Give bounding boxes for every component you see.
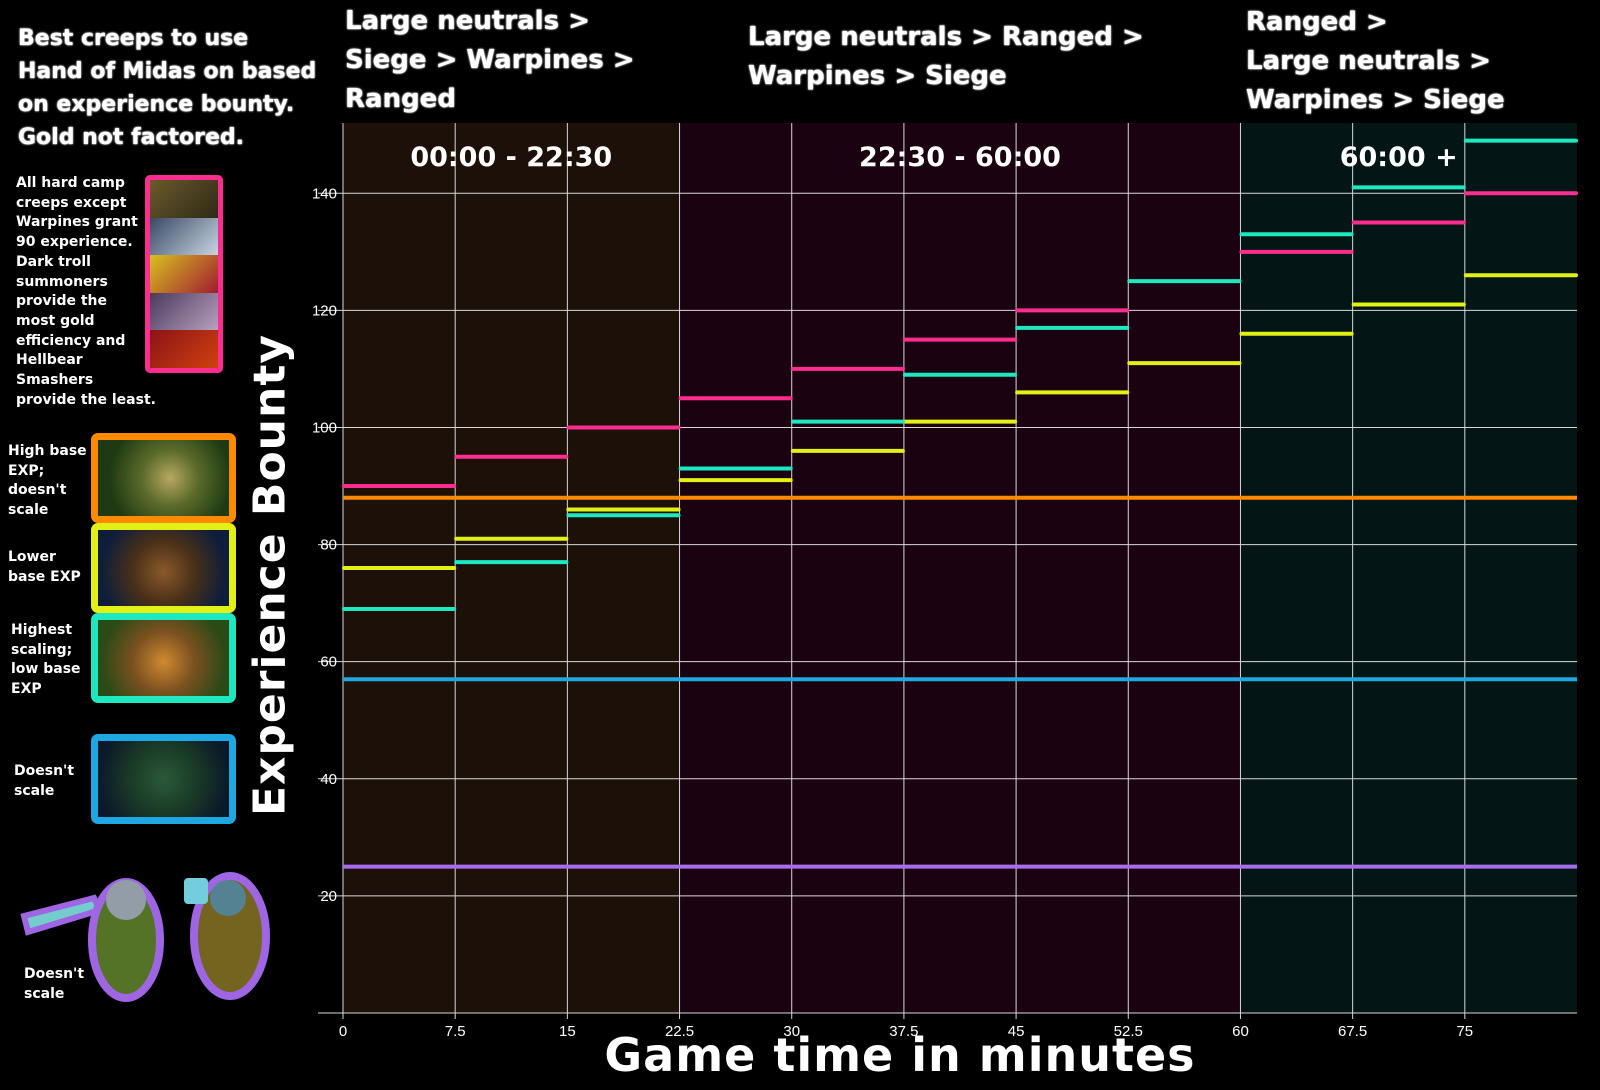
x-tick-label: 7.5 — [445, 1023, 466, 1040]
legend-line: scale — [14, 782, 55, 799]
period-labels: 00:00 - 22:30 22:30 - 60:00 60:00 + — [410, 142, 1457, 173]
intro-line: Hand of Midas on based — [18, 59, 317, 84]
legend-line: low base — [11, 661, 81, 677]
intro-line: Gold not factored. — [18, 125, 245, 150]
hard-camp-note: All hard camp creeps except Warpines gra… — [16, 174, 156, 410]
small-creeps-illustration-icon — [20, 872, 270, 1002]
priority-note-mid: Large neutrals > Ranged > Warpines > Sie… — [748, 18, 1188, 96]
note-line: most gold — [16, 312, 95, 329]
legend-label-orange: High base EXP; doesn't scale — [8, 442, 98, 520]
priority-line: Large neutrals > Ranged > — [748, 22, 1144, 52]
note-line: All hard camp — [16, 175, 125, 191]
y-tick-label: 20 — [320, 888, 337, 905]
x-tick-label: 30 — [783, 1023, 800, 1040]
period-band-2 — [679, 123, 1241, 1013]
legend-line: scaling; — [11, 641, 73, 658]
creep-portrait-icon — [150, 217, 218, 256]
legend-swatch-teal — [91, 613, 236, 703]
period-label-1: 00:00 - 22:30 — [410, 142, 612, 173]
legend-line: Lower — [8, 549, 56, 565]
y-tick-label: 40 — [320, 771, 337, 788]
legend-line: High base — [8, 443, 87, 459]
x-tick-label: 37.5 — [889, 1023, 918, 1040]
legend-line: Doesn't — [24, 966, 85, 982]
y-tick-label: 140 — [312, 185, 337, 202]
legend-label-teal: Highest scaling; low base EXP — [11, 621, 101, 699]
period-backgrounds — [343, 123, 1577, 1013]
priority-line: Large neutrals > — [345, 6, 590, 36]
priority-line: Ranged > — [1246, 7, 1388, 37]
x-tick-label: 52.5 — [1114, 1023, 1143, 1040]
warpine-creep-portrait-icon — [98, 530, 229, 606]
melee-creep-portrait-icon — [98, 741, 229, 817]
legend-swatch-blue — [91, 734, 236, 824]
priority-line: Large neutrals > — [1246, 46, 1491, 76]
intro-line: on experience bounty. — [18, 92, 295, 117]
legend-line: scale — [8, 501, 49, 518]
note-line: Smashers — [16, 372, 94, 389]
legend-line: doesn't — [8, 482, 67, 498]
legend-line: EXP; — [8, 462, 45, 479]
y-tick-label: 80 — [320, 537, 337, 554]
y-tick-label: 100 — [312, 419, 337, 436]
legend-line: Doesn't — [14, 763, 75, 779]
note-line: provide the — [16, 293, 108, 310]
grid — [318, 123, 1577, 1019]
legend-line: scale — [24, 985, 65, 1002]
period-label-2: 22:30 - 60:00 — [859, 142, 1061, 173]
period-band-3 — [1240, 123, 1577, 1013]
priority-line: Siege > Warpines > — [345, 45, 635, 75]
x-tick-label: 0 — [339, 1023, 347, 1040]
legend-swatch-orange — [91, 433, 236, 523]
legend-line: Highest — [11, 622, 73, 638]
note-line: creeps except — [16, 194, 127, 211]
note-line: Hellbear — [16, 352, 83, 369]
y-tick-label: 60 — [320, 654, 337, 671]
siege-creep-portrait-icon — [98, 440, 229, 516]
ticks: 20 40 60 80 100 120 140 0 7.5 15 22.5 30 37.5 45 52.5 6… — [312, 185, 1473, 1040]
series — [342, 138, 1578, 869]
x-tick-label: 22.5 — [665, 1023, 694, 1040]
note-line: summoners — [16, 273, 108, 290]
legend-line: base EXP — [8, 568, 81, 585]
creep-portrait-icon — [150, 180, 218, 218]
note-line: Dark troll — [16, 253, 91, 270]
x-tick-label: 75 — [1456, 1023, 1473, 1040]
intro-line: Best creeps to use — [18, 26, 249, 51]
intro-note: Best creeps to use Hand of Midas on base… — [18, 22, 328, 154]
legend-label-purple: Doesn't scale — [24, 965, 114, 1004]
priority-note-early: Large neutrals > Siege > Warpines > Rang… — [345, 2, 685, 119]
x-axis-label: Game time in minutes — [604, 1028, 1196, 1082]
note-line: Warpines grant — [16, 214, 138, 231]
creep-portrait-icon — [150, 292, 218, 331]
creep-portrait-icon — [150, 330, 218, 368]
note-line: provide the least. — [16, 391, 156, 408]
y-tick-label: 120 — [312, 302, 337, 319]
ranged-creep-portrait-icon — [98, 620, 229, 696]
x-tick-label: 60 — [1232, 1023, 1249, 1040]
y-axis-label: Experience Bounty — [244, 333, 296, 817]
priority-note-late: Ranged > Large neutrals > Warpines > Sie… — [1246, 3, 1576, 120]
x-tick-label: 15 — [559, 1023, 576, 1040]
note-line: 90 experience. — [16, 234, 133, 251]
hard-camp-portraits — [145, 175, 223, 373]
priority-line: Warpines > Siege — [1246, 85, 1505, 115]
priority-line: Ranged — [345, 84, 456, 114]
legend-swatch-yellow — [91, 523, 236, 613]
legend-line: EXP — [11, 680, 42, 697]
legend-label-blue: Doesn't scale — [14, 762, 104, 801]
legend-label-yellow: Lower base EXP — [8, 548, 98, 587]
x-tick-label: 45 — [1008, 1023, 1025, 1040]
priority-line: Warpines > Siege — [748, 61, 1007, 91]
note-line: efficiency and — [16, 332, 126, 349]
x-tick-label: 67.5 — [1338, 1023, 1367, 1040]
creep-portrait-icon — [150, 255, 218, 293]
period-label-3: 60:00 + — [1340, 142, 1458, 173]
